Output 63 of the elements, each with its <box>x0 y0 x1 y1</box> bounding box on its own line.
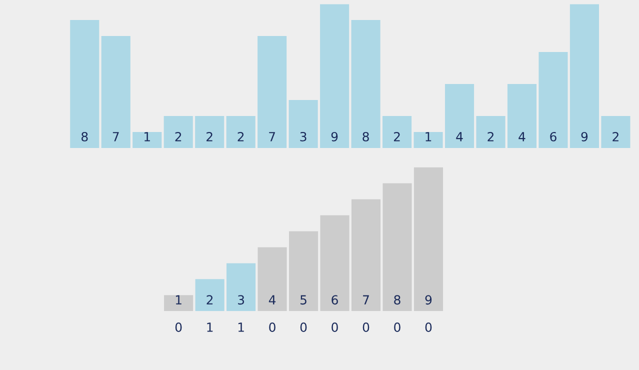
data-label: 4 <box>268 295 276 304</box>
x-tick-label: 0 <box>332 322 338 332</box>
data-label: 8 <box>362 132 369 142</box>
data-label: 3 <box>300 132 306 142</box>
data-label: 9 <box>581 132 588 142</box>
x-tick-label: 1 <box>207 322 213 332</box>
bar <box>538 52 568 148</box>
data-label: 9 <box>331 132 338 142</box>
data-label: 1 <box>144 132 150 142</box>
bar <box>476 116 506 148</box>
bar <box>601 116 630 148</box>
data-label: 7 <box>269 132 275 142</box>
x-tick-label: 0 <box>394 322 400 332</box>
data-label: 1 <box>176 295 182 304</box>
bar <box>195 116 224 148</box>
bar <box>70 20 100 148</box>
data-label: 2 <box>238 132 244 142</box>
data-label: 2 <box>488 132 494 142</box>
bar <box>258 36 287 148</box>
data-label: 8 <box>394 295 400 305</box>
x-tick-label: 0 <box>425 322 432 332</box>
bar <box>132 132 162 148</box>
bar <box>320 215 350 312</box>
bar <box>414 132 443 148</box>
x-tick-label: 0 <box>175 322 182 332</box>
bar <box>101 36 130 148</box>
bar <box>320 4 350 148</box>
bar <box>382 116 412 148</box>
x-tick-label: 0 <box>269 322 276 332</box>
data-label: 4 <box>518 132 526 142</box>
bar <box>164 295 194 312</box>
bar <box>444 84 474 148</box>
x-tick-label: 1 <box>238 322 244 332</box>
data-label: 2 <box>394 132 400 142</box>
bar <box>288 100 318 148</box>
bar <box>382 183 412 312</box>
data-label: 6 <box>332 295 338 305</box>
data-label: 9 <box>425 295 432 305</box>
data-label: 2 <box>612 132 618 142</box>
data-label: 2 <box>175 132 182 142</box>
bar <box>164 116 193 148</box>
bar <box>351 20 380 148</box>
bar <box>195 279 224 312</box>
bar <box>351 199 381 312</box>
data-label: 4 <box>456 132 463 142</box>
data-label: 1 <box>426 132 432 142</box>
data-label: 7 <box>363 295 369 304</box>
bar <box>414 167 444 312</box>
data-label: 6 <box>550 132 556 142</box>
data-label: 8 <box>82 132 88 142</box>
data-label: 2 <box>206 132 212 142</box>
bar <box>226 116 256 148</box>
data-label: 5 <box>300 295 306 305</box>
bar <box>507 84 537 148</box>
bar <box>570 4 599 148</box>
data-label: 7 <box>112 132 119 142</box>
bar <box>289 231 318 312</box>
bar <box>258 247 287 312</box>
data-label: 3 <box>238 295 244 305</box>
x-tick-label: 0 <box>300 322 307 332</box>
x-tick-label: 0 <box>362 322 370 332</box>
data-label: 2 <box>206 295 213 304</box>
bar <box>226 263 256 312</box>
